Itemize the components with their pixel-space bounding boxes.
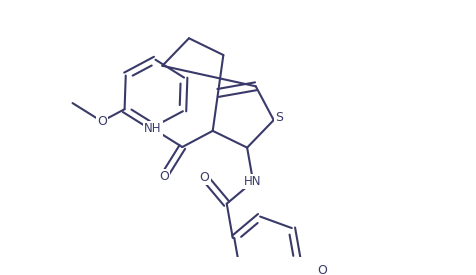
Text: O: O bbox=[199, 171, 209, 184]
Text: S: S bbox=[275, 111, 283, 124]
Text: O: O bbox=[97, 115, 107, 128]
Text: HN: HN bbox=[244, 175, 262, 188]
Text: O: O bbox=[317, 263, 327, 275]
Text: NH: NH bbox=[144, 122, 162, 135]
Text: O: O bbox=[159, 170, 169, 183]
